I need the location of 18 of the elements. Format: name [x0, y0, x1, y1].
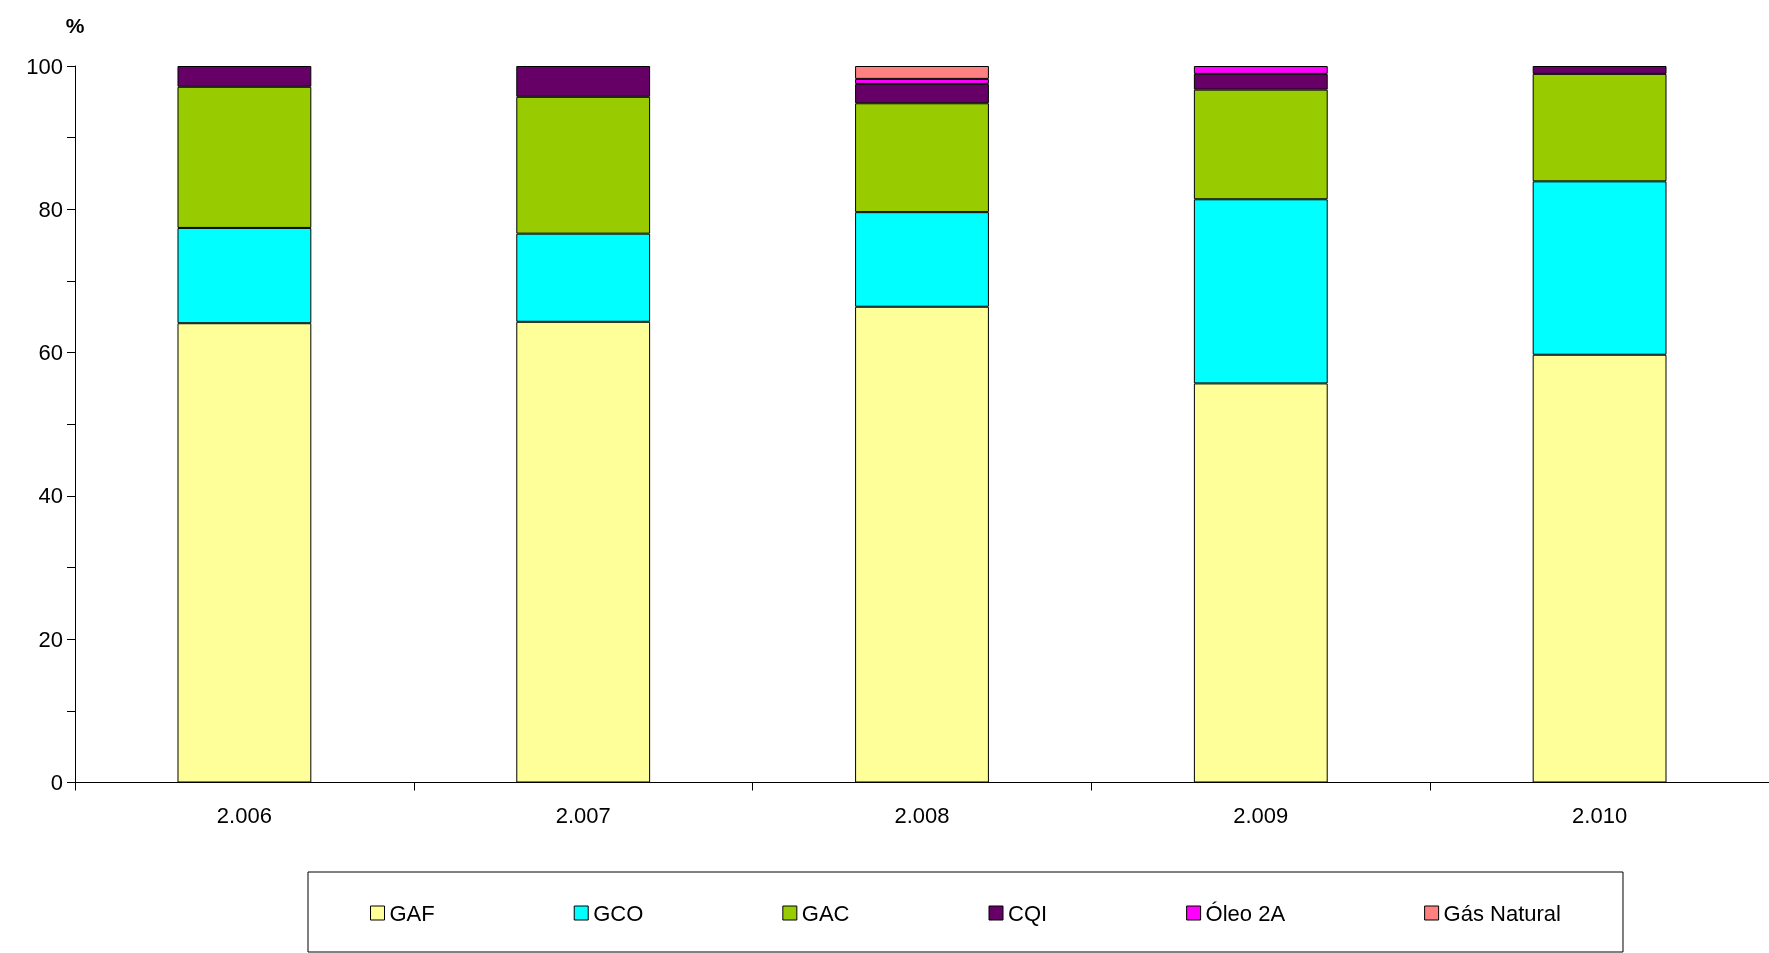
legend-label: GAF — [389, 900, 435, 926]
legend-label: GCO — [593, 900, 644, 926]
y-tick-label: 60 — [38, 340, 63, 366]
x-tick-label: 2.009 — [1233, 803, 1289, 828]
y-axis-title: % — [65, 14, 85, 37]
y-tick-label: 100 — [26, 53, 63, 79]
x-tick-label: 2.006 — [216, 803, 272, 828]
x-tick-label: 2.008 — [894, 803, 950, 828]
y-tick-label: 80 — [38, 196, 63, 222]
y-tick-label: 0 — [50, 770, 63, 795]
legend-label: GAC — [801, 900, 850, 926]
y-tick-label: 40 — [38, 483, 63, 509]
legend-label: Óleo 2A — [1205, 900, 1286, 926]
x-tick-label: 2.007 — [555, 803, 611, 828]
x-tick-label: 2.010 — [1572, 803, 1628, 828]
y-tick-label: 20 — [38, 626, 63, 652]
legend-label: CQI — [1008, 900, 1048, 926]
legend-label: Gás Natural — [1443, 900, 1562, 926]
